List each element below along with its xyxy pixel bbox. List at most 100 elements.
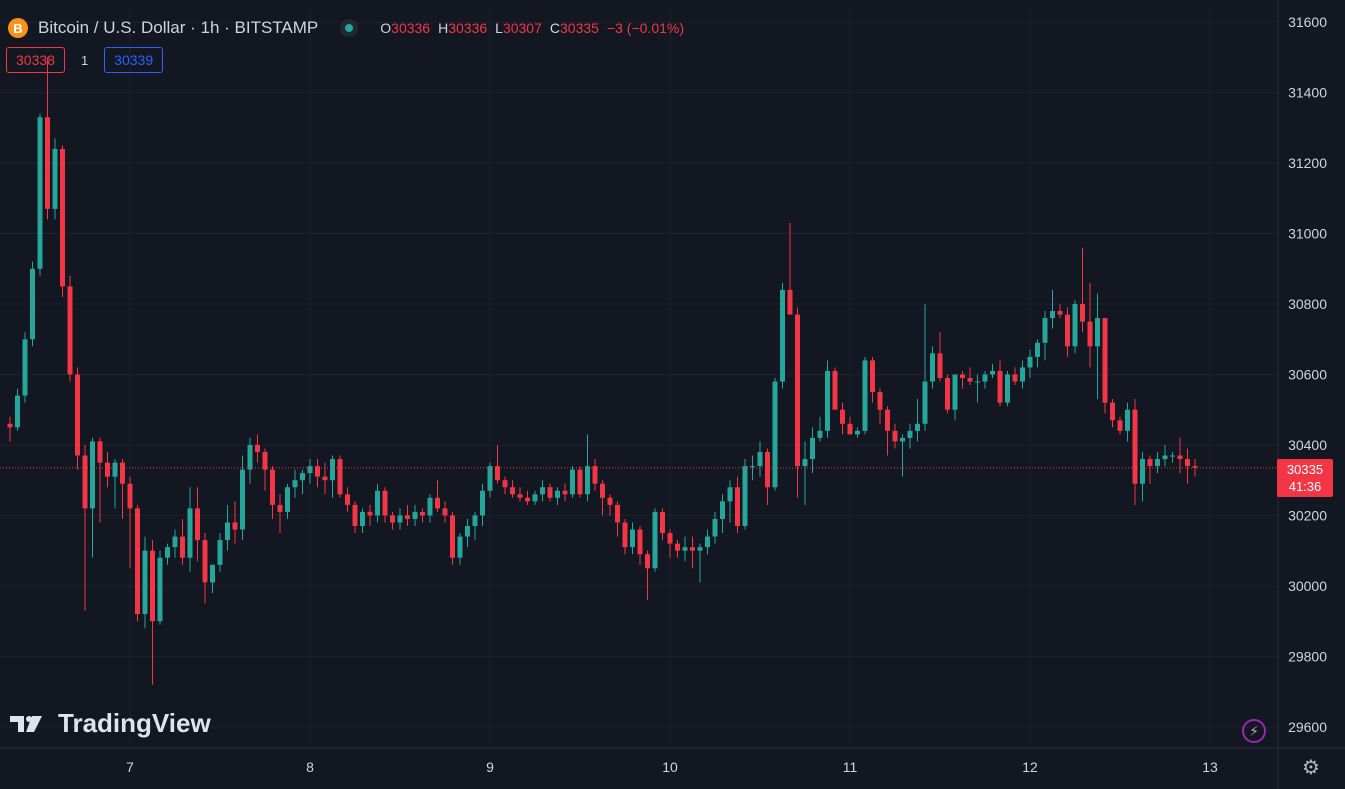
candle: [630, 522, 635, 555]
candle-body: [795, 314, 800, 467]
candle-body: [787, 289, 793, 315]
candle-body: [307, 466, 313, 474]
candle-body: [1065, 314, 1070, 347]
candle: [300, 469, 305, 495]
candle-body: [1072, 304, 1078, 347]
brand-name: TradingView: [58, 708, 211, 738]
candle: [240, 455, 245, 541]
candle: [232, 501, 238, 544]
market-status-icon[interactable]: [340, 19, 359, 37]
candle: [1065, 307, 1070, 357]
candle: [930, 346, 935, 389]
candle: [952, 374, 958, 421]
candle: [22, 332, 28, 403]
candle-body: [960, 374, 965, 378]
candle-body: [420, 511, 425, 516]
candle-body: [345, 494, 350, 505]
candle-body: [397, 515, 403, 523]
candle: [1155, 452, 1160, 474]
time-axis[interactable]: 7 8 9 10 11 12 13: [126, 759, 1218, 775]
candle-body: [180, 536, 185, 558]
candle-body: [187, 508, 193, 558]
candle: [135, 504, 140, 622]
candle-body: [705, 536, 710, 548]
candle: [202, 533, 208, 604]
ohlc-legend: O30336 H30336 L30307 C30335 −3 (−0.01%): [380, 20, 684, 36]
candle: [645, 550, 650, 600]
candle: [847, 416, 853, 435]
candle: [667, 529, 673, 558]
candle: [750, 455, 755, 481]
candle-body: [495, 466, 500, 481]
candle-body: [517, 494, 523, 498]
candle-body: [697, 547, 703, 551]
candle: [555, 487, 560, 505]
candle: [60, 145, 65, 297]
candle: [742, 459, 748, 530]
candle: [247, 437, 253, 484]
candle-body: [285, 487, 290, 512]
candle-body: [727, 487, 733, 502]
candle-body: [75, 374, 80, 456]
y-tick-label: 31000: [1288, 226, 1327, 242]
candle-body: [375, 490, 380, 516]
candle-body: [322, 476, 328, 481]
candle: [210, 564, 215, 593]
candle: [937, 332, 943, 382]
candle: [225, 504, 230, 551]
candle: [45, 57, 50, 220]
x-tick-label: 13: [1202, 759, 1218, 775]
candle-body: [892, 430, 898, 442]
candle: [195, 487, 200, 562]
candle: [97, 437, 103, 523]
candle: [892, 423, 898, 449]
candle: [1185, 448, 1190, 484]
lightning-icon[interactable]: ⚡: [1242, 719, 1266, 743]
candle-body: [885, 409, 890, 431]
candle-body: [240, 469, 245, 530]
candle: [975, 374, 980, 403]
x-tick-label: 8: [306, 759, 314, 775]
candle-body: [7, 423, 13, 428]
candle: [37, 113, 43, 276]
bar-countdown: 41:36: [1288, 479, 1322, 494]
candle: [990, 363, 995, 378]
candle: [412, 504, 418, 526]
candle-body: [112, 462, 118, 477]
gear-icon[interactable]: ⚙: [1302, 756, 1320, 779]
symbol-title[interactable]: Bitcoin / U.S. Dollar · 1h · BITSTAMP: [38, 18, 319, 37]
candle: [780, 282, 785, 389]
candle-body: [757, 452, 763, 467]
candle-body: [690, 547, 695, 551]
candle: [1057, 304, 1063, 319]
candle: [525, 490, 530, 505]
candle: [217, 533, 223, 572]
candle: [1170, 452, 1175, 463]
sell-button[interactable]: 30338: [6, 47, 65, 73]
tradingview-logo[interactable]: TradingView: [10, 708, 211, 739]
buy-button[interactable]: 30339: [104, 47, 164, 73]
candle: [1020, 360, 1025, 389]
candle-body: [270, 469, 275, 505]
ohlc-low: L30307: [495, 20, 542, 36]
candle-body: [1005, 374, 1010, 403]
candle: [1005, 370, 1010, 407]
candle-body: [502, 480, 508, 488]
price-axis[interactable]: 29600 29800 30000 30200 30400 30600 30800 31000…: [1288, 14, 1327, 735]
candle: [727, 480, 733, 523]
candle-body: [172, 536, 178, 548]
candle: [277, 494, 283, 534]
candle: [585, 434, 590, 502]
candle: [1072, 300, 1078, 354]
candle-body: [52, 148, 58, 209]
candle-body: [1020, 367, 1025, 382]
candle-body: [1050, 311, 1055, 319]
candle-body: [1087, 321, 1093, 347]
candle: [1147, 455, 1153, 484]
candle: [435, 480, 440, 512]
candle: [1042, 311, 1048, 361]
x-tick-label: 12: [1022, 759, 1038, 775]
bitcoin-icon[interactable]: B: [8, 18, 28, 38]
candle-body: [765, 452, 770, 488]
